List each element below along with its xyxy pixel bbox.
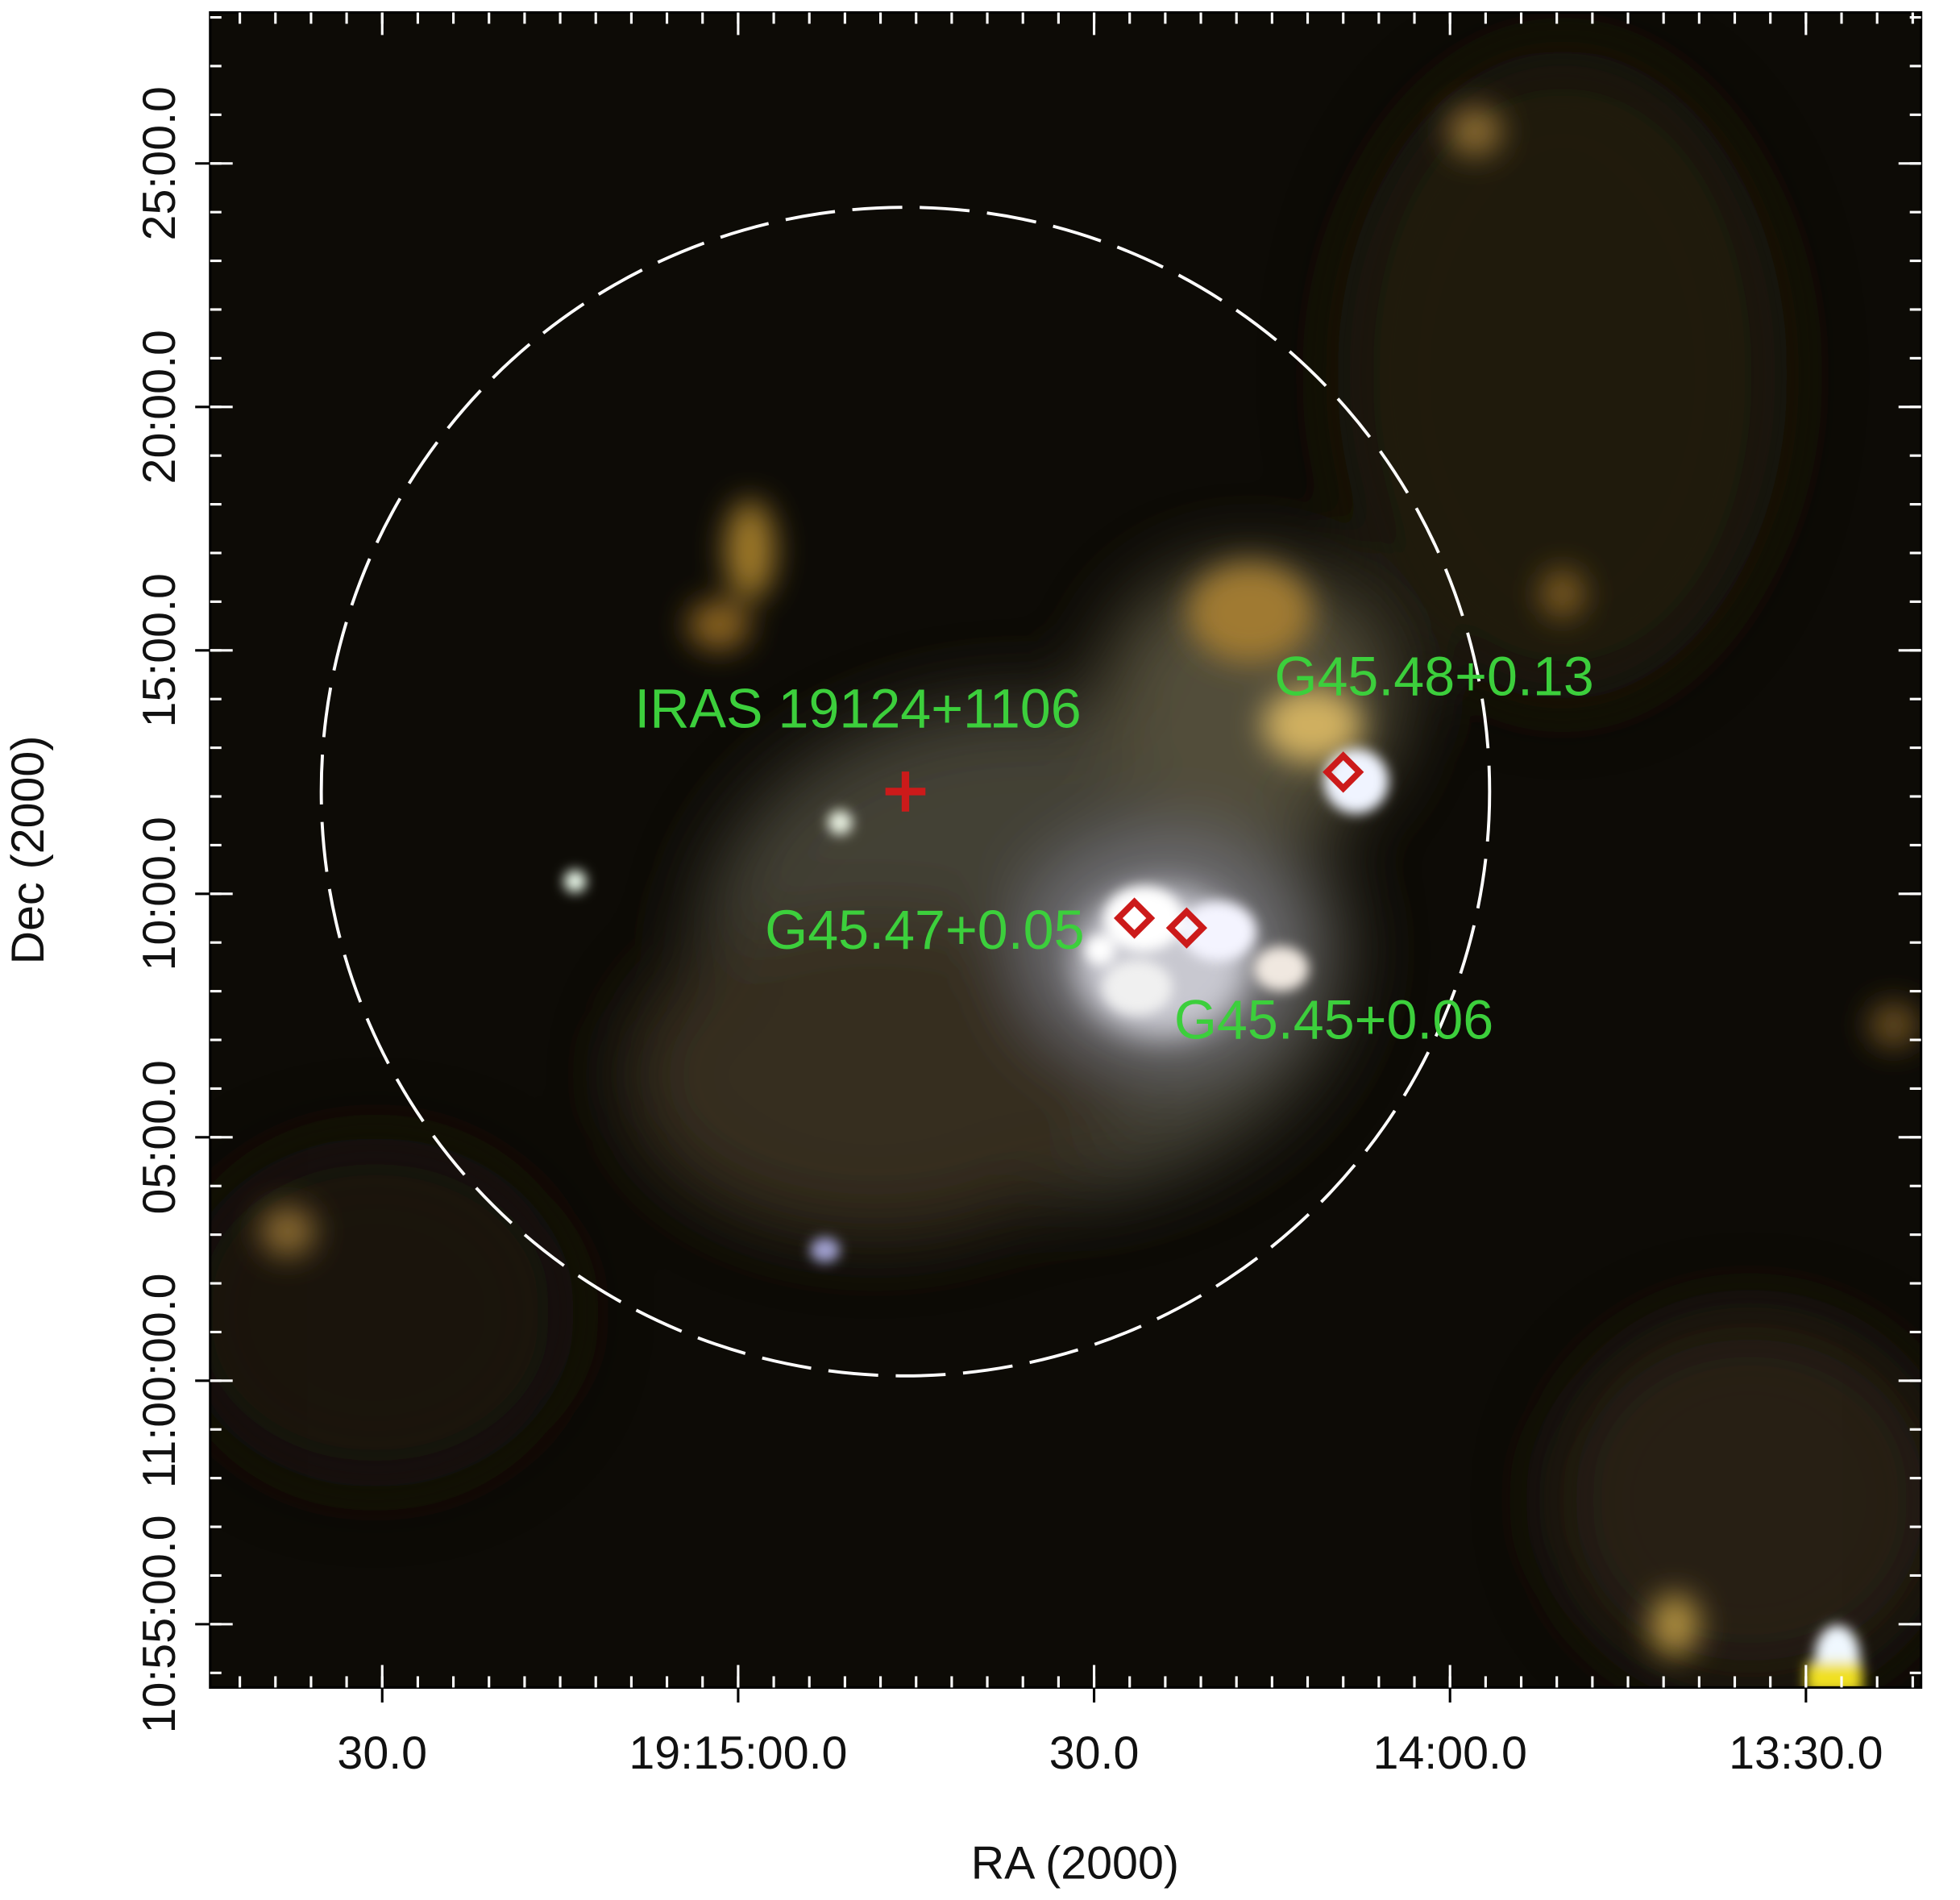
overlay: 30.0 19:15:00.0 30.0 14:00.0 13:30.0 10:55:00… [134,12,1921,1779]
y-tick-label: 20:00.0 [134,330,185,484]
x-tick-label: 19:15:00.0 [629,1727,847,1779]
annotation-label: G45.47+0.05 [765,900,1084,961]
y-tick-label: 11:00:00.0 [134,1273,185,1488]
annotation-label: G45.48+0.13 [1274,646,1593,708]
field-circle [319,206,1492,1378]
y-tick-label: 05:00.0 [134,1060,185,1214]
y-axis-label: Dec (2000) [2,736,54,965]
y-tick-label: 10:00.0 [134,817,185,971]
plot-frame [209,10,1923,1689]
diamond-marker [1165,907,1208,949]
cross-marker [885,771,926,812]
x-tick-label: 30.0 [1049,1727,1140,1779]
x-tick-label: 30.0 [337,1727,427,1779]
diamond-marker [1113,897,1156,939]
y-tick-label: 15:00.0 [134,573,185,727]
x-axis-label: RA (2000) [971,1837,1179,1889]
y-tick-label: 10:55:00.0 [134,1515,185,1733]
y-tick-label: 25:00.0 [134,86,185,240]
x-tick-label: 13:30.0 [1729,1727,1883,1779]
annotation-label: G45.45+0.06 [1174,990,1493,1051]
annotation-label: IRAS 19124+1106 [634,678,1081,739]
x-tick-label: 14:00.0 [1373,1727,1527,1779]
diamond-marker [1323,751,1364,793]
sky-image [210,12,1921,1688]
